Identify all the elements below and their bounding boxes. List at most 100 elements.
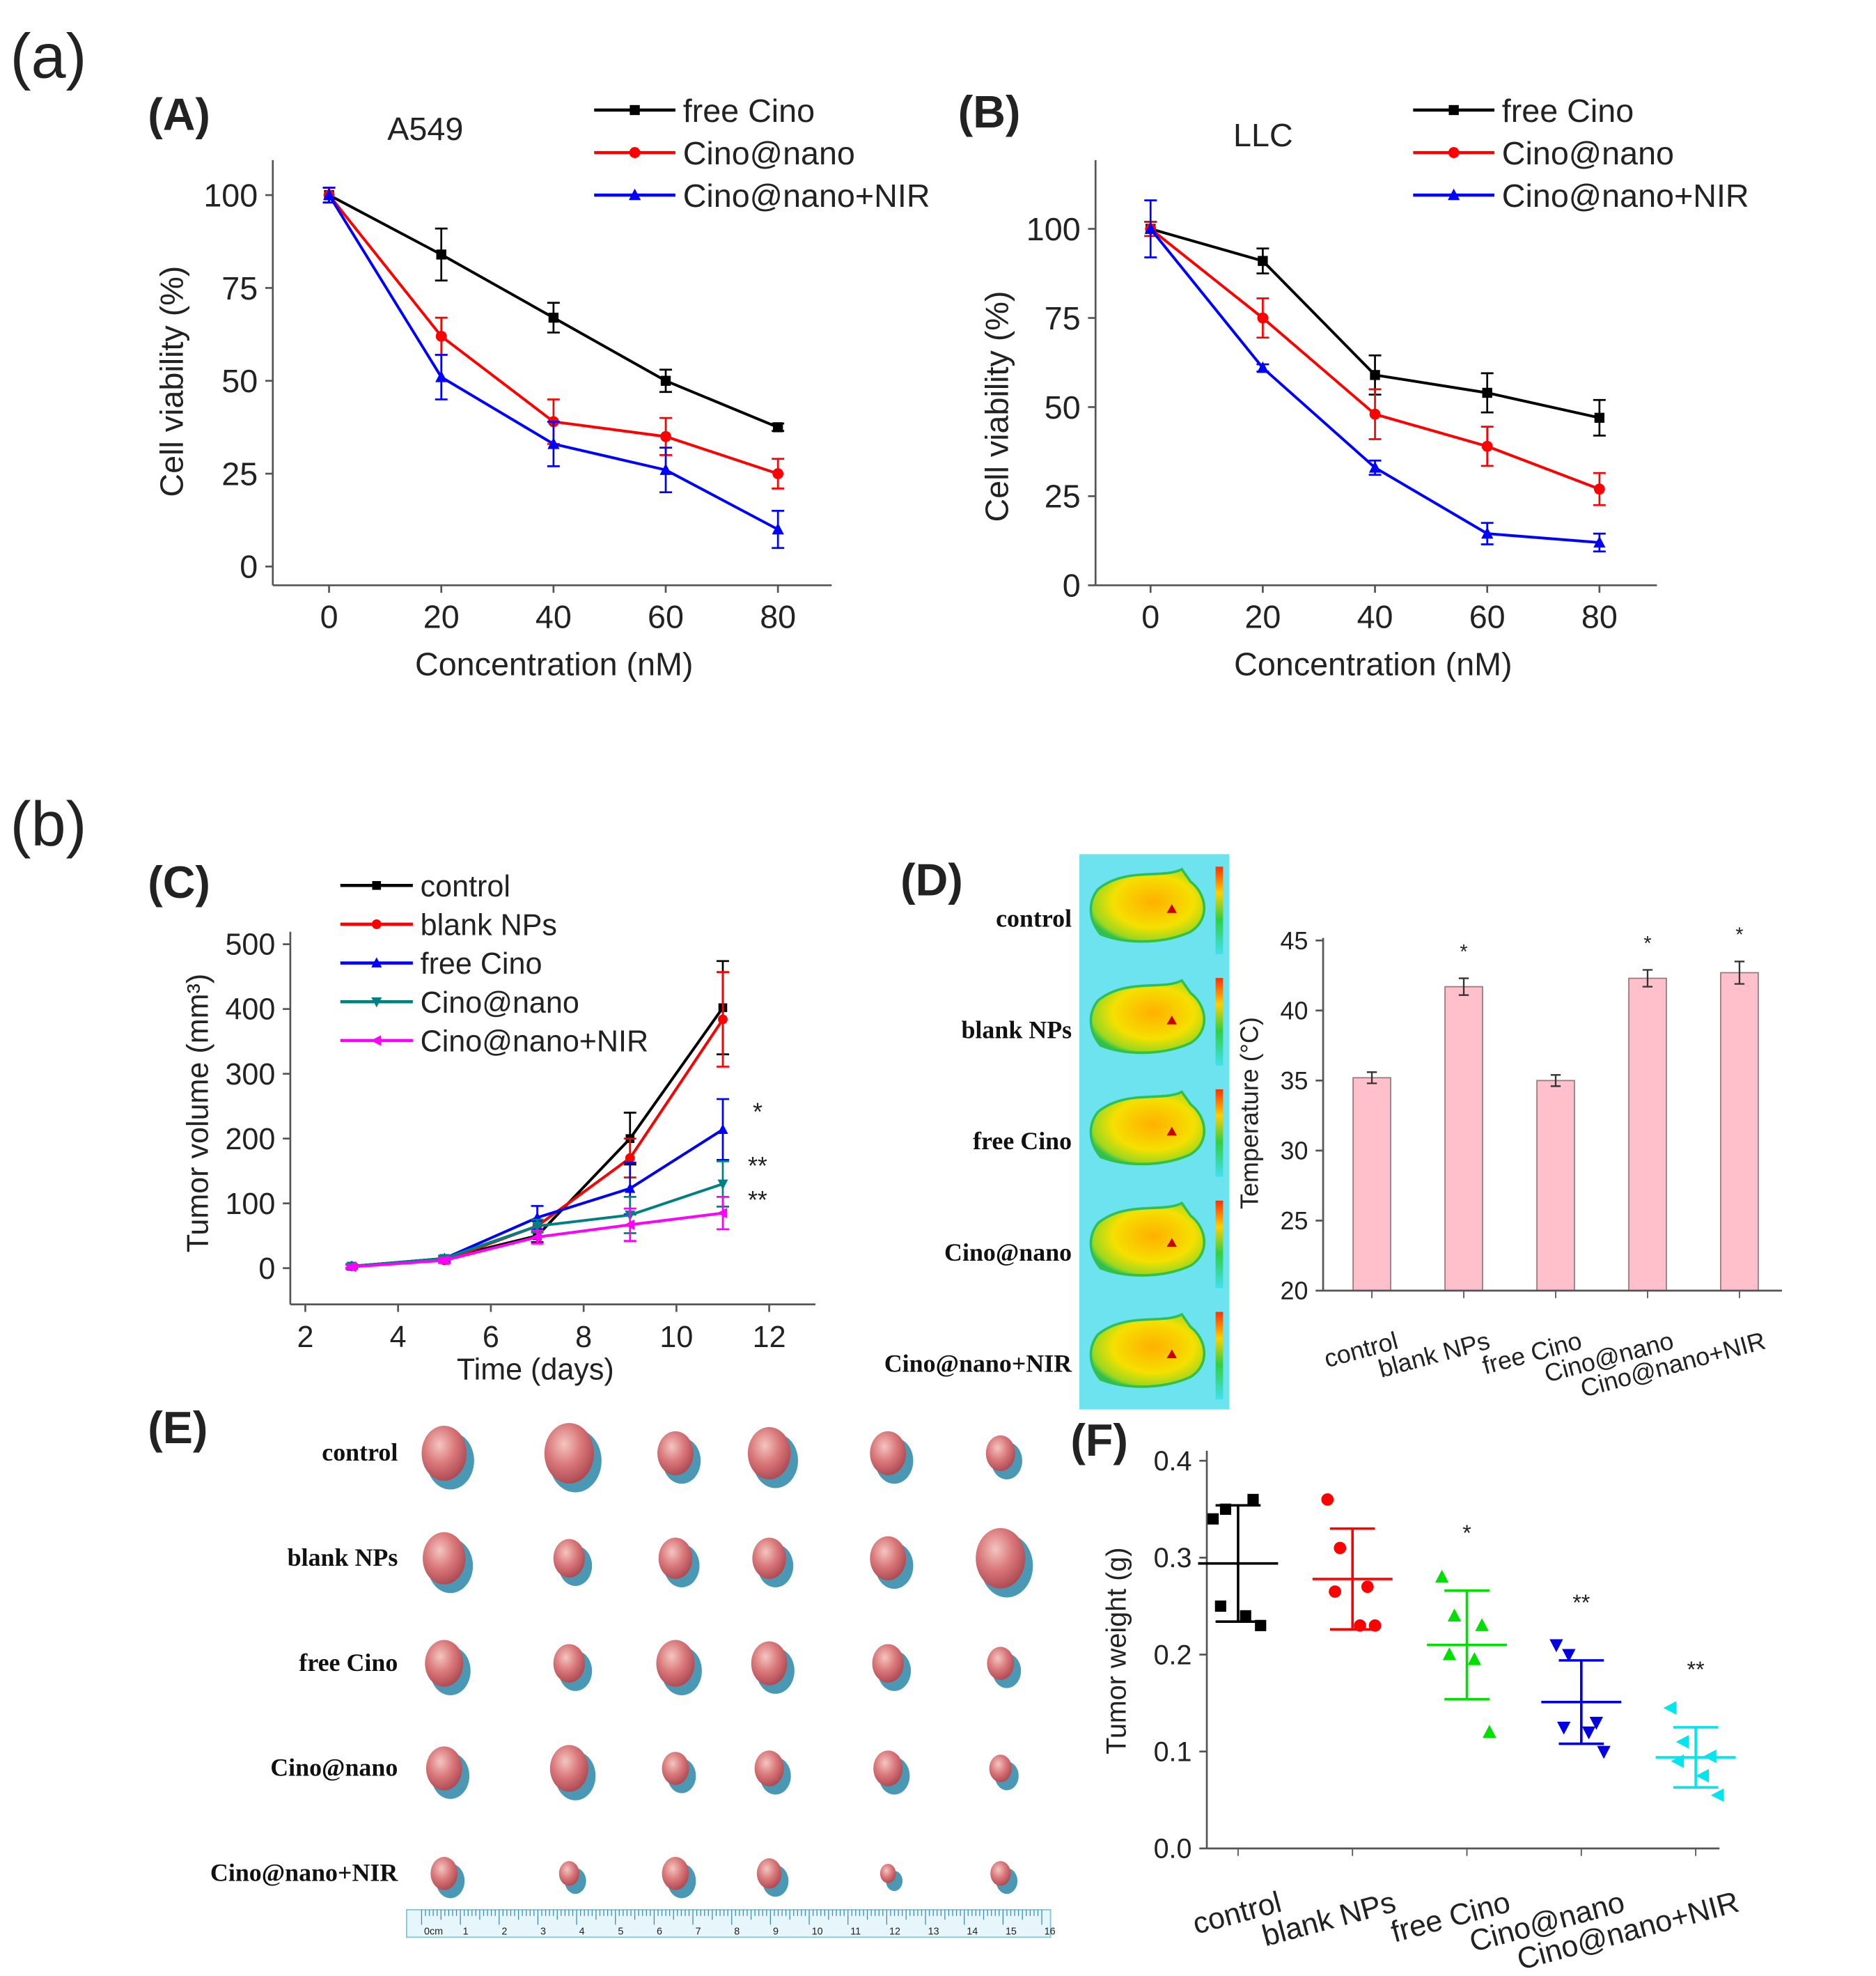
y-tick-label: 30 — [1281, 1136, 1308, 1165]
group-cino-nano-nir: ** — [1655, 1657, 1736, 1803]
series-cino-nano: Cino@nano — [1144, 135, 1674, 506]
ruler-label: 15 — [1006, 1927, 1017, 1938]
tumor — [985, 1435, 1015, 1472]
y-tick-label: 20 — [1281, 1277, 1308, 1305]
data-point — [717, 1123, 728, 1134]
chart-title: LLC — [1233, 117, 1293, 153]
data-point — [659, 463, 672, 475]
x-tick-label: 40 — [1357, 598, 1393, 635]
thermal-row-label: blank NPs — [961, 1016, 1072, 1043]
data-point — [1467, 1651, 1481, 1665]
tumor — [421, 1425, 467, 1481]
thermal-image: free Cino — [973, 1089, 1224, 1177]
tumor — [657, 1431, 694, 1476]
data-point — [1257, 312, 1269, 324]
tumor — [549, 1745, 588, 1792]
series-line — [327, 194, 779, 531]
data-point — [1334, 1541, 1347, 1555]
tumor — [756, 1858, 782, 1889]
series-line — [351, 1128, 724, 1268]
y-tick-label: 45 — [1281, 926, 1308, 955]
data-point — [772, 422, 783, 433]
data-point — [660, 375, 671, 386]
data-point — [1696, 1768, 1709, 1783]
tumor — [662, 1857, 689, 1890]
error-bar — [1458, 977, 1469, 996]
y-tick-label: 100 — [1026, 211, 1081, 247]
mean-sd-bar — [1655, 1726, 1736, 1789]
legend-label: Cino@nano — [421, 986, 579, 1020]
ruler-label: 14 — [967, 1927, 978, 1938]
legend-label: free Cino — [1502, 93, 1634, 129]
tumor — [870, 1536, 907, 1580]
x-tick-label: 20 — [1244, 598, 1281, 635]
tumor — [662, 1752, 689, 1785]
x-tick-label: 60 — [1469, 598, 1506, 635]
data-point — [439, 1255, 449, 1266]
thermal-image: Cino@nano+NIR — [884, 1312, 1224, 1400]
series-cino-nano: Cino@nano — [340, 986, 729, 1273]
series-cino-nano: Cino@nano — [322, 135, 855, 490]
legend-marker — [630, 104, 640, 116]
tumor — [976, 1527, 1026, 1589]
tumor — [872, 1644, 904, 1683]
tumor — [425, 1640, 464, 1687]
y-tick-label: 0 — [258, 1252, 275, 1286]
significance-mark: ** — [1572, 1590, 1590, 1615]
data-point — [436, 249, 446, 260]
data-point — [548, 312, 559, 323]
data-point — [1207, 1513, 1219, 1525]
legend-marker — [628, 188, 641, 201]
x-tick-label: 80 — [760, 598, 796, 635]
tumor — [880, 1863, 896, 1883]
x-tick-label: 0 — [1141, 598, 1159, 635]
legend-marker — [372, 880, 382, 890]
y-tick-label: 25 — [1281, 1206, 1308, 1235]
panel-label-C: (C) — [148, 857, 210, 908]
ruler-label: 0cm — [424, 1927, 443, 1938]
data-point — [1556, 1721, 1571, 1735]
data-point — [718, 1014, 728, 1025]
y-tick-label: 400 — [225, 993, 275, 1027]
error-bar — [1734, 960, 1745, 985]
legend-label: Cino@nano+NIR — [683, 178, 930, 214]
series-cino-nano-nir: Cino@nano+NIR — [1144, 178, 1749, 553]
color-scale-bar — [1215, 1312, 1224, 1400]
ruler-label: 3 — [540, 1927, 546, 1938]
tumor-row-label: free Cino — [299, 1649, 398, 1677]
y-tick-label: 0 — [1063, 568, 1081, 604]
legend-label: free Cino — [421, 947, 542, 981]
legend-label: free Cino — [683, 93, 815, 129]
legend-marker — [371, 957, 382, 967]
series-cino-nano-nir: Cino@nano+NIR — [322, 178, 930, 550]
hotspot-marker-icon — [1166, 1349, 1177, 1358]
group-cino-nano: ** — [1541, 1590, 1622, 1759]
ruler-label: 11 — [850, 1927, 861, 1938]
data-point — [1663, 1701, 1677, 1715]
series-free-cino: free Cino — [1144, 93, 1634, 437]
tumor — [752, 1537, 786, 1579]
bar — [1536, 1080, 1575, 1291]
significance-mark: ** — [748, 1151, 767, 1180]
x-tick-label: 40 — [536, 598, 572, 635]
mouse-heat-silhouette — [1089, 979, 1206, 1055]
significance-mark: ** — [748, 1185, 767, 1214]
data-point — [1247, 1493, 1259, 1505]
tumor — [747, 1426, 791, 1479]
data-point — [1475, 1618, 1489, 1631]
color-scale-bar — [1215, 1200, 1224, 1289]
legend-label: Cino@nano+NIR — [1502, 178, 1749, 214]
legend-marker — [371, 919, 382, 929]
y-tick-label: 200 — [225, 1123, 275, 1156]
thermal-row-label: control — [996, 905, 1072, 933]
tumor — [751, 1641, 788, 1686]
data-point — [1593, 483, 1605, 495]
hotspot-marker-icon — [1166, 1126, 1177, 1136]
color-scale-bar — [1215, 1089, 1224, 1177]
legend-marker — [1448, 104, 1459, 116]
legend-label: Cino@nano — [1502, 135, 1674, 171]
mean-sd-bar — [1312, 1527, 1393, 1631]
tumor — [558, 1860, 579, 1886]
